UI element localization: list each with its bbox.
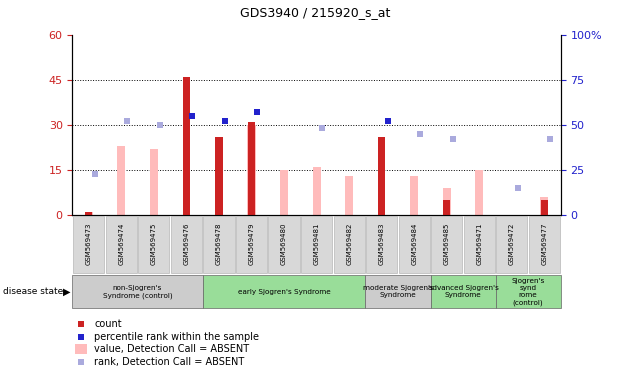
- Text: GSM569482: GSM569482: [346, 222, 352, 265]
- FancyBboxPatch shape: [366, 216, 398, 273]
- Text: GSM569480: GSM569480: [281, 222, 287, 265]
- Bar: [85, 212, 93, 215]
- FancyBboxPatch shape: [333, 216, 365, 273]
- Text: percentile rank within the sample: percentile rank within the sample: [94, 332, 260, 342]
- Bar: [84, 212, 93, 215]
- FancyBboxPatch shape: [72, 275, 203, 308]
- Text: GSM569472: GSM569472: [509, 222, 515, 265]
- FancyBboxPatch shape: [171, 216, 202, 273]
- Bar: [378, 137, 386, 215]
- Text: GSM569471: GSM569471: [476, 222, 483, 265]
- Text: GSM569481: GSM569481: [314, 222, 319, 265]
- Text: GSM569473: GSM569473: [86, 222, 92, 265]
- Text: GSM569478: GSM569478: [216, 222, 222, 265]
- FancyBboxPatch shape: [430, 275, 496, 308]
- FancyBboxPatch shape: [399, 216, 430, 273]
- Text: GSM569474: GSM569474: [118, 222, 124, 265]
- Bar: [312, 167, 321, 215]
- Text: GDS3940 / 215920_s_at: GDS3940 / 215920_s_at: [240, 6, 390, 19]
- FancyBboxPatch shape: [301, 216, 332, 273]
- FancyBboxPatch shape: [431, 216, 462, 273]
- Bar: [183, 77, 190, 215]
- FancyBboxPatch shape: [529, 216, 560, 273]
- Text: rank, Detection Call = ABSENT: rank, Detection Call = ABSENT: [94, 357, 244, 367]
- FancyBboxPatch shape: [496, 275, 561, 308]
- Text: GSM569476: GSM569476: [183, 222, 190, 265]
- Text: GSM569484: GSM569484: [411, 222, 417, 265]
- Text: GSM569475: GSM569475: [151, 222, 157, 265]
- Bar: [215, 137, 222, 215]
- Bar: [345, 176, 353, 215]
- Text: value, Detection Call = ABSENT: value, Detection Call = ABSENT: [94, 344, 249, 354]
- Text: GSM569479: GSM569479: [248, 222, 255, 265]
- Bar: [150, 149, 158, 215]
- Bar: [443, 200, 450, 215]
- Text: moderate Sjogren's
Syndrome: moderate Sjogren's Syndrome: [362, 285, 433, 298]
- FancyBboxPatch shape: [106, 216, 137, 273]
- FancyBboxPatch shape: [73, 216, 105, 273]
- Text: GSM569485: GSM569485: [444, 222, 450, 265]
- FancyBboxPatch shape: [268, 216, 300, 273]
- Text: non-Sjogren's
Syndrome (control): non-Sjogren's Syndrome (control): [103, 285, 173, 299]
- Bar: [443, 188, 451, 215]
- FancyBboxPatch shape: [236, 216, 267, 273]
- FancyBboxPatch shape: [75, 344, 87, 354]
- Text: early Sjogren's Syndrome: early Sjogren's Syndrome: [238, 289, 330, 295]
- Text: count: count: [94, 319, 122, 329]
- Bar: [117, 146, 125, 215]
- Text: GSM569477: GSM569477: [541, 222, 547, 265]
- Text: ▶: ▶: [63, 287, 71, 297]
- Text: Sjogren's
synd
rome
(control): Sjogren's synd rome (control): [512, 278, 545, 306]
- Text: advanced Sjogren's
Syndrome: advanced Sjogren's Syndrome: [428, 285, 498, 298]
- Bar: [280, 170, 288, 215]
- FancyBboxPatch shape: [203, 275, 365, 308]
- FancyBboxPatch shape: [496, 216, 527, 273]
- Bar: [541, 200, 548, 215]
- Bar: [541, 197, 549, 215]
- FancyBboxPatch shape: [365, 275, 430, 308]
- FancyBboxPatch shape: [464, 216, 495, 273]
- FancyBboxPatch shape: [138, 216, 169, 273]
- Bar: [410, 176, 418, 215]
- Bar: [248, 125, 256, 215]
- Bar: [475, 170, 483, 215]
- Bar: [248, 122, 255, 215]
- FancyBboxPatch shape: [203, 216, 234, 273]
- Text: GSM569483: GSM569483: [379, 222, 385, 265]
- Text: disease state: disease state: [3, 287, 64, 296]
